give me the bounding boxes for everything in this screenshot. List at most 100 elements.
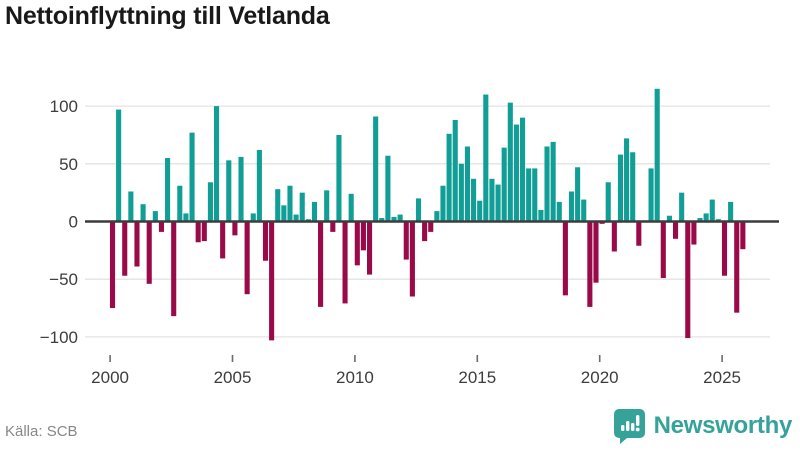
bar — [422, 221, 428, 242]
bar — [397, 214, 403, 222]
bar — [134, 221, 140, 267]
bar — [360, 221, 366, 251]
bar — [213, 106, 220, 222]
bar — [281, 205, 287, 222]
bar — [519, 117, 526, 222]
bar — [428, 221, 434, 232]
bar — [262, 221, 269, 261]
bar — [709, 199, 715, 222]
bar — [550, 141, 556, 222]
bar — [660, 221, 666, 279]
bar — [691, 221, 697, 245]
bar — [109, 221, 116, 309]
bar — [140, 204, 146, 222]
bar — [489, 178, 495, 222]
bar — [703, 213, 709, 222]
newsworthy-wordmark: Newsworthy — [653, 412, 793, 439]
bar — [464, 146, 471, 222]
bar — [348, 193, 354, 222]
bar — [495, 184, 501, 222]
bar — [483, 94, 489, 222]
bar — [471, 178, 477, 222]
bar — [116, 109, 122, 222]
bar — [513, 124, 519, 222]
bar — [366, 221, 373, 275]
bar — [201, 221, 207, 242]
bar — [330, 221, 336, 232]
bar — [630, 152, 636, 222]
bar — [275, 189, 281, 222]
bar — [654, 88, 660, 222]
bar — [226, 160, 232, 222]
bar — [373, 116, 379, 222]
bar — [593, 221, 599, 283]
bar — [146, 221, 152, 284]
bar — [575, 167, 581, 222]
bar — [501, 147, 507, 222]
bar — [685, 221, 691, 339]
bar — [666, 215, 672, 222]
y-axis-tick-label: −100 — [40, 328, 78, 347]
bar — [158, 221, 165, 232]
bar — [324, 190, 330, 222]
bar — [507, 102, 513, 222]
bar — [721, 221, 728, 276]
bar — [342, 221, 348, 304]
bar — [636, 221, 642, 246]
bar — [171, 221, 177, 317]
bar — [238, 156, 244, 222]
x-axis-tick-label: 2000 — [91, 368, 129, 387]
bar — [311, 201, 318, 222]
bar — [391, 216, 397, 222]
y-axis-tick-label: 0 — [69, 213, 78, 232]
bar — [379, 218, 385, 222]
bar — [256, 149, 262, 222]
bar — [299, 192, 305, 222]
bar — [293, 214, 299, 222]
bar — [562, 221, 568, 296]
bar — [587, 221, 593, 307]
bar — [287, 185, 293, 222]
bar — [734, 221, 740, 313]
bar — [250, 213, 256, 222]
bar — [458, 163, 464, 222]
bar — [477, 200, 483, 222]
y-axis-tick-label: 50 — [59, 155, 78, 174]
bar — [122, 221, 128, 276]
bar — [581, 199, 587, 222]
bar — [232, 221, 238, 236]
x-axis-tick-label: 2020 — [581, 368, 619, 387]
bar — [269, 221, 275, 341]
bar — [177, 185, 183, 222]
bar — [385, 155, 391, 222]
x-axis-tick-label: 2015 — [458, 368, 496, 387]
bar — [318, 221, 324, 307]
source-label: Källa: SCB — [5, 423, 78, 440]
bar — [434, 211, 440, 222]
bar — [207, 182, 213, 222]
bar — [415, 198, 422, 222]
bar — [446, 133, 452, 222]
x-axis-tick-label: 2025 — [703, 368, 741, 387]
bar — [740, 221, 746, 250]
x-axis-tick-label: 2005 — [214, 368, 252, 387]
bar — [195, 221, 201, 243]
bar — [672, 221, 679, 239]
bar — [354, 221, 360, 266]
bar — [403, 221, 409, 260]
bar — [544, 146, 550, 222]
bar — [697, 218, 703, 222]
newsworthy-badge-icon — [613, 409, 645, 444]
bar — [128, 191, 134, 222]
y-axis-tick-label: 100 — [50, 97, 78, 116]
bar — [605, 182, 611, 222]
bar — [624, 138, 630, 222]
bar — [336, 134, 342, 222]
bar — [526, 168, 532, 222]
page-title: Nettoinflyttning till Vetlanda — [5, 2, 330, 30]
bar — [728, 201, 734, 222]
y-axis-tick-label: −50 — [49, 270, 78, 289]
bar — [183, 213, 189, 222]
newsworthy-logo[interactable]: Newsworthy — [613, 408, 792, 444]
bar — [611, 221, 617, 252]
